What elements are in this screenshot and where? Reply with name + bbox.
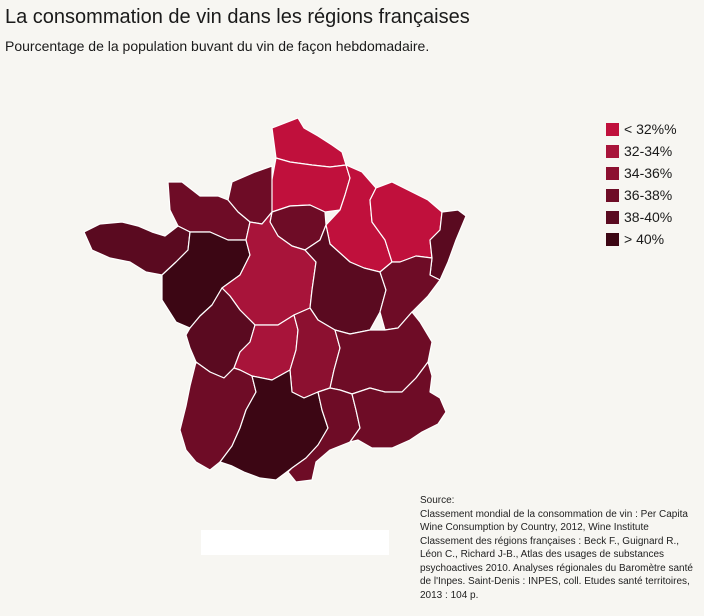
- blank-panel: [201, 530, 389, 555]
- source-heading: Source:: [420, 495, 455, 506]
- legend-item: 34-36%: [606, 162, 677, 184]
- legend-label: > 40%: [624, 231, 665, 247]
- legend-item: < 32%%: [606, 118, 677, 140]
- region-languedoc-roussillon[interactable]: [287, 387, 361, 483]
- region-picardie[interactable]: [269, 157, 351, 213]
- legend-label: 36-38%: [624, 187, 673, 203]
- region-provence-alpes-cote-d-azur[interactable]: [349, 361, 447, 449]
- legend-swatch: [606, 232, 619, 246]
- legend-swatch: [606, 188, 619, 202]
- region-franche-comte[interactable]: [379, 255, 441, 331]
- legend-label: 38-40%: [624, 209, 673, 225]
- source-note: Source: Classement mondial de la consomm…: [420, 494, 702, 602]
- legend-item: > 40%: [606, 228, 677, 250]
- legend-swatch: [606, 210, 619, 224]
- legend-swatch: [606, 166, 619, 180]
- map-title: La consommation de vin dans les régions …: [5, 6, 470, 28]
- legend-item: 38-40%: [606, 206, 677, 228]
- legend-label: 32-34%: [624, 143, 673, 159]
- legend-swatch: [606, 144, 619, 158]
- source-line: Classement mondial de la consommation de…: [420, 508, 688, 534]
- legend-swatch: [606, 122, 619, 136]
- legend-item: 32-34%: [606, 140, 677, 162]
- legend-label: 34-36%: [624, 165, 673, 181]
- legend-label: < 32%%: [624, 121, 677, 137]
- source-line: Classement des régions françaises : Beck…: [420, 535, 693, 601]
- legend: < 32%% 32-34% 34-36% 36-38% 38-40% > 40%: [606, 118, 677, 250]
- legend-item: 36-38%: [606, 184, 677, 206]
- map-subtitle: Pourcentage de la population buvant du v…: [5, 38, 430, 54]
